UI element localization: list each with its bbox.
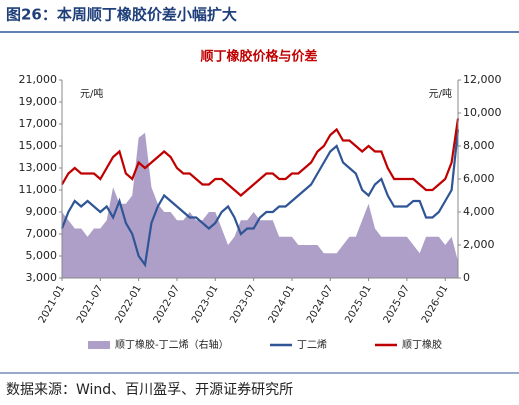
y-tick-label: 9,000 [26,205,58,218]
chart-title: 顺丁橡胶价格与价差 [200,49,317,65]
y-unit: 元/吨 [80,87,103,100]
x-tick-label: 2024-07 [305,284,335,326]
y2-tick-label: 0 [463,271,470,284]
y-tick-label: 13,000 [19,161,58,174]
legend-label: 丁二烯 [297,338,327,351]
y-tick-label: 15,000 [19,139,58,152]
legend-label: 顺丁橡胶-丁二烯（右轴） [115,338,229,351]
y2-tick-label: 8,000 [463,139,495,152]
x-tick-label: 2024-01 [267,284,297,326]
y2-tick-label: 6,000 [463,172,495,185]
y-tick-label: 5,000 [26,249,58,262]
y-tick-label: 21,000 [19,73,58,86]
y-tick-label: 11,000 [19,183,58,196]
x-tick-label: 2023-07 [228,284,258,326]
header-title: 图26：本周顺丁橡胶价差小幅扩大 [6,6,237,24]
price-line [61,118,460,197]
x-tick-label: 2023-01 [190,284,220,326]
x-tick-label: 2022-07 [152,284,182,326]
y2-tick-label: 4,000 [463,205,495,218]
x-tick-label: 2021-01 [37,284,67,326]
y-tick-label: 7,000 [26,227,58,240]
x-tick-label: 2026-01 [420,284,450,326]
price-line [60,129,460,268]
y2-unit: 元/吨 [429,87,452,100]
legend-label: 顺丁橡胶 [402,338,442,351]
source-note: 数据来源：Wind、百川盈孚、开源证券研究所 [6,382,293,398]
y-tick-label: 19,000 [19,95,58,108]
legend-swatch [88,341,110,349]
x-tick-label: 2025-07 [382,284,412,326]
y2-tick-label: 2,000 [463,238,495,251]
y-tick-label: 3,000 [26,271,58,284]
y-tick-label: 17,000 [19,117,58,130]
x-tick-label: 2022-01 [113,284,143,326]
spread-area [62,132,458,278]
y2-tick-label: 12,000 [463,73,502,86]
y2-tick-label: 10,000 [463,106,502,119]
x-tick-label: 2021-07 [75,284,105,326]
x-tick-label: 2025-01 [343,284,373,326]
